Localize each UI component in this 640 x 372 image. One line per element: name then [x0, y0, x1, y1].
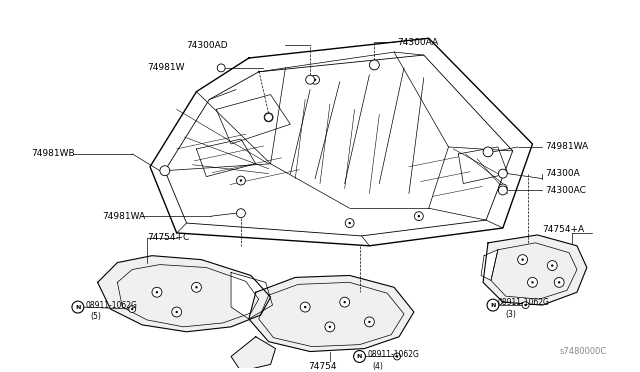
Circle shape [314, 78, 316, 81]
Circle shape [554, 278, 564, 287]
Circle shape [329, 326, 331, 328]
Circle shape [237, 209, 245, 218]
Text: 74981WA: 74981WA [102, 212, 146, 221]
Circle shape [240, 179, 242, 182]
Circle shape [396, 355, 398, 357]
Circle shape [348, 222, 351, 224]
Circle shape [172, 307, 182, 317]
Text: 74300A: 74300A [545, 169, 580, 178]
Text: N: N [357, 354, 362, 359]
Text: 74754+A: 74754+A [542, 225, 584, 234]
Circle shape [175, 311, 178, 313]
Circle shape [191, 282, 202, 292]
Circle shape [499, 184, 508, 193]
Circle shape [558, 281, 561, 283]
Circle shape [264, 113, 273, 122]
Polygon shape [231, 337, 276, 371]
Circle shape [483, 147, 493, 157]
Circle shape [522, 302, 529, 308]
Circle shape [418, 215, 420, 217]
Text: 74981WA: 74981WA [545, 142, 588, 151]
Text: (3): (3) [506, 311, 516, 320]
Circle shape [522, 259, 524, 261]
Text: (5): (5) [91, 312, 102, 321]
Circle shape [531, 281, 534, 283]
Circle shape [306, 75, 315, 84]
Circle shape [265, 113, 273, 121]
Circle shape [325, 322, 335, 332]
Circle shape [547, 261, 557, 270]
Polygon shape [483, 235, 587, 305]
Circle shape [414, 212, 423, 221]
Polygon shape [231, 272, 273, 319]
Circle shape [160, 166, 170, 176]
Circle shape [484, 147, 492, 156]
Text: 08911-1062G: 08911-1062G [498, 298, 550, 307]
Circle shape [394, 353, 401, 360]
Text: 74981WB: 74981WB [31, 150, 75, 158]
Circle shape [370, 61, 379, 70]
Text: 74300AC: 74300AC [545, 186, 586, 195]
Text: 74981W: 74981W [147, 63, 184, 73]
Circle shape [524, 304, 527, 306]
Circle shape [499, 186, 508, 195]
Text: 08911-1062G: 08911-1062G [86, 301, 138, 310]
Circle shape [300, 302, 310, 312]
Circle shape [345, 219, 354, 228]
Circle shape [268, 116, 270, 119]
Circle shape [344, 301, 346, 303]
Circle shape [502, 187, 504, 190]
Circle shape [499, 169, 508, 178]
Text: N: N [75, 305, 81, 310]
Circle shape [131, 308, 133, 310]
Text: (4): (4) [372, 362, 383, 371]
Circle shape [152, 287, 162, 297]
Circle shape [195, 286, 198, 289]
Circle shape [487, 299, 499, 311]
Circle shape [340, 297, 349, 307]
Circle shape [364, 317, 374, 327]
Circle shape [310, 75, 319, 84]
Circle shape [551, 264, 554, 267]
Circle shape [373, 64, 376, 66]
Circle shape [129, 305, 136, 312]
Circle shape [217, 64, 225, 72]
Text: s7480000C: s7480000C [559, 347, 607, 356]
Circle shape [304, 306, 307, 308]
Text: 74300AA: 74300AA [397, 38, 438, 47]
Text: 74754+C: 74754+C [147, 233, 189, 243]
Circle shape [487, 151, 489, 153]
Circle shape [237, 176, 245, 185]
Polygon shape [98, 256, 271, 332]
Text: N: N [490, 302, 495, 308]
Polygon shape [481, 250, 498, 280]
Circle shape [156, 291, 158, 294]
Polygon shape [249, 275, 414, 352]
Circle shape [354, 350, 365, 362]
Circle shape [368, 321, 371, 323]
Text: 74754: 74754 [308, 362, 337, 371]
Circle shape [518, 255, 527, 264]
Circle shape [527, 278, 538, 287]
Circle shape [369, 60, 380, 70]
Text: 74300AD: 74300AD [187, 41, 228, 50]
Circle shape [72, 301, 84, 313]
Text: 08911-1062G: 08911-1062G [367, 350, 419, 359]
